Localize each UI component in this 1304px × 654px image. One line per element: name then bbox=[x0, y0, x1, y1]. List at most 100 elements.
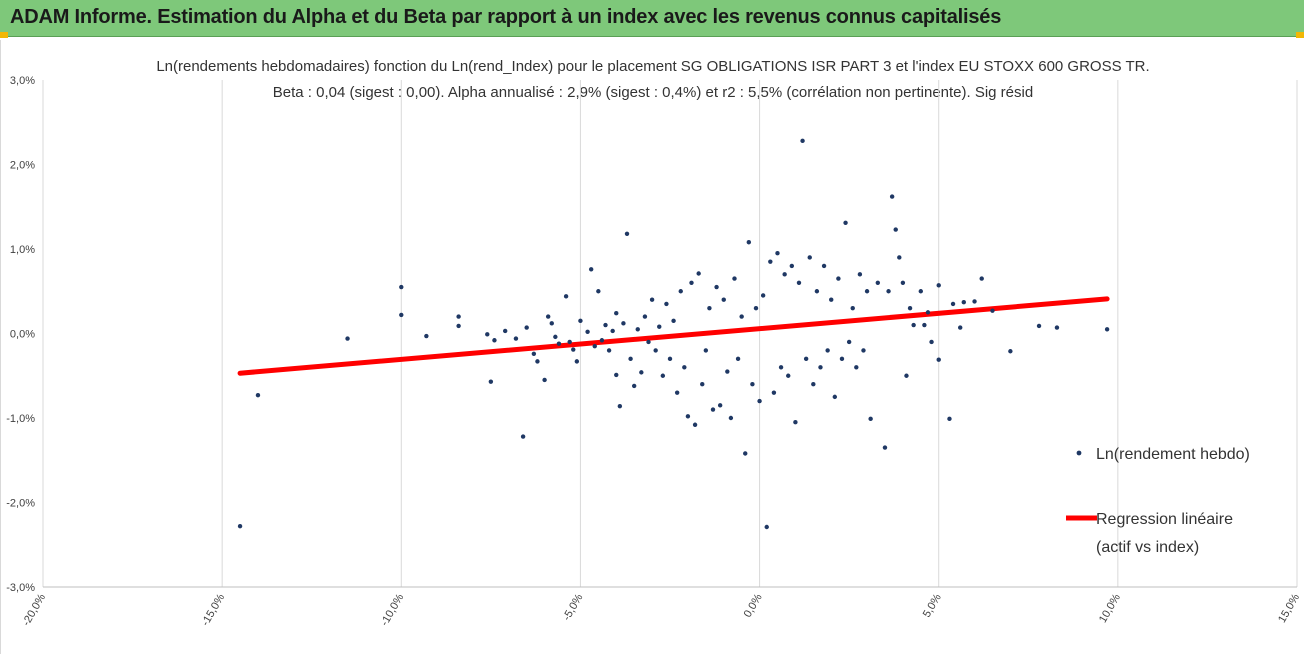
data-point bbox=[649, 297, 655, 302]
y-tick-label: 0,0% bbox=[10, 329, 35, 341]
data-point bbox=[893, 227, 898, 232]
data-point bbox=[639, 370, 644, 375]
data-point bbox=[345, 336, 350, 341]
x-tick-label: -20,0% bbox=[20, 592, 48, 628]
data-point bbox=[520, 434, 526, 439]
data-point bbox=[739, 314, 744, 319]
data-point bbox=[889, 194, 895, 199]
data-point bbox=[606, 348, 612, 353]
data-point bbox=[714, 284, 719, 290]
legend-label-points: Ln(rendement hebdo) bbox=[1096, 446, 1250, 463]
data-point bbox=[707, 305, 712, 311]
data-point bbox=[760, 293, 766, 298]
data-point bbox=[685, 414, 691, 419]
data-point bbox=[524, 325, 529, 330]
chart-subtitle: Beta : 0,04 (sigest : 0,00). Alpha annua… bbox=[272, 84, 1034, 101]
banner-corner-left bbox=[0, 32, 8, 38]
data-point bbox=[825, 348, 830, 353]
data-point bbox=[793, 420, 798, 425]
data-point bbox=[710, 407, 716, 412]
data-point bbox=[596, 289, 601, 294]
legend-label-regression: Regression linéaire bbox=[1096, 511, 1233, 528]
data-point bbox=[563, 294, 569, 299]
chart-title: Ln(rendements hebdomadaires) fonction du… bbox=[156, 58, 1150, 75]
data-point bbox=[671, 318, 676, 324]
data-point bbox=[735, 356, 741, 362]
data-point bbox=[861, 348, 866, 353]
data-point bbox=[911, 322, 916, 328]
data-point bbox=[918, 289, 923, 294]
data-point bbox=[1008, 349, 1013, 354]
y-tick-label: -3,0% bbox=[6, 582, 35, 594]
data-point bbox=[800, 138, 805, 144]
data-point bbox=[958, 325, 963, 330]
data-point bbox=[778, 365, 784, 370]
data-point bbox=[635, 327, 640, 332]
data-point bbox=[624, 231, 630, 236]
x-tick-label: 0,0% bbox=[742, 592, 765, 620]
data-point bbox=[811, 382, 816, 387]
data-point bbox=[1104, 327, 1110, 332]
data-point bbox=[1036, 323, 1042, 329]
data-point bbox=[725, 369, 730, 374]
y-tick-label: 3,0% bbox=[10, 75, 35, 87]
data-point bbox=[556, 341, 562, 346]
legend-marker-points bbox=[1076, 450, 1082, 456]
data-point bbox=[535, 359, 540, 364]
banner-corner-right bbox=[1296, 32, 1304, 38]
data-point bbox=[803, 356, 809, 362]
data-point bbox=[786, 373, 791, 378]
data-point bbox=[771, 390, 777, 395]
data-point bbox=[757, 398, 762, 404]
data-point bbox=[750, 382, 755, 387]
header-banner: ADAM Informe. Estimation du Alpha et du … bbox=[0, 0, 1304, 37]
data-point bbox=[488, 379, 494, 384]
data-point bbox=[588, 267, 594, 272]
data-point bbox=[886, 289, 891, 294]
regression-line bbox=[237, 296, 1110, 376]
data-point bbox=[664, 301, 669, 307]
data-point bbox=[621, 321, 626, 326]
data-point bbox=[674, 390, 680, 395]
data-point bbox=[631, 383, 637, 389]
data-point bbox=[502, 328, 508, 334]
page-title: ADAM Informe. Estimation du Alpha et du … bbox=[10, 6, 1002, 28]
data-point bbox=[850, 305, 855, 311]
data-point bbox=[972, 299, 977, 304]
data-point bbox=[775, 251, 780, 256]
data-point bbox=[599, 338, 605, 343]
x-tick-label: -5,0% bbox=[561, 592, 586, 623]
data-point bbox=[796, 280, 802, 285]
data-point bbox=[1054, 325, 1060, 330]
data-point bbox=[642, 314, 648, 319]
data-point bbox=[692, 422, 698, 427]
data-point bbox=[814, 289, 820, 294]
data-point bbox=[904, 373, 909, 378]
x-tick-label: -15,0% bbox=[199, 592, 227, 628]
data-point bbox=[846, 339, 852, 345]
data-point bbox=[485, 332, 490, 337]
data-point bbox=[237, 523, 243, 529]
data-point bbox=[807, 255, 812, 260]
y-tick-label: 2,0% bbox=[10, 160, 35, 172]
data-point bbox=[746, 240, 752, 245]
data-point bbox=[689, 280, 694, 285]
data-point bbox=[922, 322, 927, 328]
y-tick-label: -1,0% bbox=[6, 413, 35, 425]
data-point bbox=[610, 328, 615, 334]
data-point bbox=[829, 297, 834, 302]
x-tick-label: -10,0% bbox=[379, 592, 407, 628]
data-point bbox=[897, 255, 902, 260]
data-point bbox=[836, 276, 841, 281]
data-point bbox=[585, 329, 590, 335]
data-point bbox=[818, 365, 823, 370]
data-point bbox=[979, 276, 984, 281]
data-point bbox=[592, 343, 597, 349]
data-point bbox=[614, 372, 619, 378]
data-point bbox=[700, 382, 705, 387]
scatter-chart: -20,0% -15,0% -10,0% -5,0% 0,0% 5,0% 10,0% 15,0… bbox=[6, 75, 1302, 628]
data-point bbox=[882, 445, 888, 450]
data-point bbox=[678, 289, 683, 294]
data-point bbox=[549, 321, 554, 326]
data-point bbox=[950, 301, 956, 307]
